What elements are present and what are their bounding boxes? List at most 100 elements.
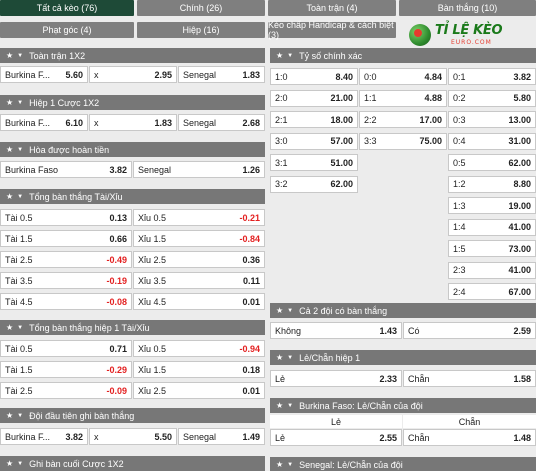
odds-cell[interactable]: Burkina F... 6.10	[0, 114, 88, 131]
tab-all[interactable]: Tất cả kèo (76)	[0, 0, 134, 16]
odds-cell[interactable]: Tài 1.5 0.66	[0, 230, 132, 247]
odds-cell[interactable]: 1:5 73.00	[448, 240, 536, 257]
collapse-icon[interactable]: ▼	[287, 461, 294, 468]
odds-cell[interactable]: Lẻ 2.55	[270, 429, 402, 446]
collapse-icon[interactable]: ▼	[17, 99, 24, 106]
collapse-icon[interactable]: ▼	[17, 52, 24, 59]
odds-cell[interactable]: 2:3 41.00	[448, 261, 536, 279]
section-header-both-score[interactable]: ★ ▼ Cả 2 đội có bàn thắng	[270, 303, 536, 318]
section-header-draw-no-bet[interactable]: ★ ▼ Hòa được hoàn tiền	[0, 142, 265, 157]
section-header-total-goals-h1[interactable]: ★ ▼ Tổng bàn thắng hiệp 1 Tài/Xỉu	[0, 320, 265, 335]
odds-cell[interactable]: Có 2.59	[403, 322, 536, 339]
odds-cell[interactable]: 3:1 51.00	[270, 154, 358, 171]
odds-cell[interactable]: Tài 3.5 -0.19	[0, 272, 132, 289]
odds-cell[interactable]: Xỉu 3.5 0.11	[133, 272, 265, 289]
section-header-bf-odd-even[interactable]: ★ ▼ Burkina Faso: Lẻ/Chẵn của đội	[270, 398, 536, 413]
odds-cell[interactable]: Tài 2.5 -0.49	[0, 251, 132, 268]
collapse-icon[interactable]: ▼	[17, 460, 24, 467]
tab-half[interactable]: Hiệp (16)	[137, 22, 265, 38]
odds-cell[interactable]: Xỉu 0.5 -0.21	[133, 209, 265, 226]
odds-cell[interactable]: Xỉu 2.5 0.01	[133, 382, 265, 399]
odds-cell[interactable]: 0:0 4.84	[359, 68, 447, 85]
section-header-fulltime-1x2[interactable]: ★ ▼ Toàn trận 1X2	[0, 48, 265, 63]
odds-cell[interactable]: 2:0 21.00	[270, 89, 358, 107]
odds-cell[interactable]: 2:1 18.00	[270, 111, 358, 128]
section-header-last-goal[interactable]: ★ ▼ Ghi bàn cuối Cược 1X2	[0, 456, 265, 471]
odds-value: 31.00	[508, 136, 531, 146]
tab-handicap[interactable]: Kèo chấp Handicap & cách biệt (3)	[268, 20, 396, 40]
star-icon[interactable]: ★	[276, 401, 284, 410]
odds-cell[interactable]: Burkina Faso 3.82	[0, 161, 132, 178]
odds-cell[interactable]: 0:1 3.82	[448, 68, 536, 85]
odds-cell[interactable]: 3:2 62.00	[270, 175, 358, 193]
odds-cell[interactable]: 1:3 19.00	[448, 197, 536, 214]
odds-cell[interactable]: 1:1 4.88	[359, 89, 447, 107]
tab-main[interactable]: Chính (26)	[137, 0, 265, 16]
site-logo[interactable]: TỈ LỆ KÈO EURO.COM	[403, 22, 533, 48]
odds-cell[interactable]: 0:5 62.00	[448, 154, 536, 171]
star-icon[interactable]: ★	[6, 459, 14, 468]
collapse-icon[interactable]: ▼	[17, 412, 24, 419]
odds-cell[interactable]: 0:3 13.00	[448, 111, 536, 128]
star-icon[interactable]: ★	[6, 192, 14, 201]
section-header-correct-score[interactable]: ★ ▼ Tỷ số chính xác	[270, 48, 536, 63]
odds-cell[interactable]: Tài 0.5 0.71	[0, 340, 132, 357]
odds-cell[interactable]: Chẵn 1.48	[403, 429, 536, 446]
odds-cell[interactable]: Xỉu 1.5 -0.84	[133, 230, 265, 247]
odds-cell[interactable]: Tài 0.5 0.13	[0, 209, 132, 226]
odds-cell[interactable]: Senegal 1.26	[133, 161, 265, 178]
odds-cell[interactable]: 2:4 67.00	[448, 283, 536, 300]
odds-cell[interactable]: 1:4 41.00	[448, 218, 536, 236]
star-icon[interactable]: ★	[6, 411, 14, 420]
odds-cell[interactable]: Burkina F... 5.60	[0, 66, 88, 83]
tab-corners[interactable]: Phạt góc (4)	[0, 22, 134, 38]
odds-cell[interactable]: Tài 4.5 -0.08	[0, 293, 132, 310]
odds-cell[interactable]: Senegal 1.83	[178, 66, 265, 83]
tab-fulltime[interactable]: Toàn trận (4)	[268, 0, 396, 16]
collapse-icon[interactable]: ▼	[287, 52, 294, 59]
section-header-total-goals[interactable]: ★ ▼ Tổng bàn thắng Tài/Xỉu	[0, 189, 265, 204]
star-icon[interactable]: ★	[6, 98, 14, 107]
odds-cell[interactable]: Chẵn 1.58	[403, 370, 536, 387]
odds-cell[interactable]: Lẻ 2.33	[270, 370, 402, 387]
odds-cell[interactable]: Senegal 1.49	[178, 428, 265, 445]
star-icon[interactable]: ★	[6, 323, 14, 332]
odds-cell[interactable]: 3:0 57.00	[270, 132, 358, 150]
star-icon[interactable]: ★	[276, 306, 284, 315]
collapse-icon[interactable]: ▼	[17, 324, 24, 331]
odds-cell[interactable]: 2:2 17.00	[359, 111, 447, 128]
section-header-odd-even-h1[interactable]: ★ ▼ Lẻ/Chẵn hiệp 1	[270, 350, 536, 365]
star-icon[interactable]: ★	[276, 460, 284, 469]
odds-cell[interactable]: Không 1.43	[270, 322, 402, 339]
odds-cell[interactable]: 0:4 31.00	[448, 132, 536, 150]
odds-cell[interactable]: 1:0 8.40	[270, 68, 358, 85]
odds-cell[interactable]: x 1.83	[89, 114, 177, 131]
section-header-half1-1x2[interactable]: ★ ▼ Hiệp 1 Cược 1X2	[0, 95, 265, 110]
odds-cell[interactable]: Xỉu 0.5 -0.94	[133, 340, 265, 357]
section-title: Cả 2 đội có bàn thắng	[299, 305, 388, 316]
collapse-icon[interactable]: ▼	[287, 307, 294, 314]
star-icon[interactable]: ★	[6, 145, 14, 154]
odds-cell[interactable]: Senegal 2.68	[178, 114, 265, 131]
odds-cell[interactable]: Tài 1.5 -0.29	[0, 361, 132, 378]
odds-cell[interactable]: x 5.50	[89, 428, 177, 445]
odds-cell[interactable]: Xỉu 2.5 0.36	[133, 251, 265, 268]
section-header-first-goal[interactable]: ★ ▼ Đội đầu tiên ghi bàn thắng	[0, 408, 265, 423]
odds-cell[interactable]: 1:2 8.80	[448, 175, 536, 193]
collapse-icon[interactable]: ▼	[287, 402, 294, 409]
star-icon[interactable]: ★	[276, 353, 284, 362]
star-icon[interactable]: ★	[6, 51, 14, 60]
section-header-sen-odd-even[interactable]: ★ ▼ Senegal: Lẻ/Chẵn của đội	[270, 457, 536, 471]
star-icon[interactable]: ★	[276, 51, 284, 60]
odds-cell[interactable]: 3:3 75.00	[359, 132, 447, 150]
collapse-icon[interactable]: ▼	[287, 354, 294, 361]
odds-cell[interactable]: Xỉu 1.5 0.18	[133, 361, 265, 378]
collapse-icon[interactable]: ▼	[17, 193, 24, 200]
odds-cell[interactable]: x 2.95	[89, 66, 177, 83]
odds-cell[interactable]: Xỉu 4.5 0.01	[133, 293, 265, 310]
odds-cell[interactable]: 0:2 5.80	[448, 89, 536, 107]
odds-cell[interactable]: Tài 2.5 -0.09	[0, 382, 132, 399]
collapse-icon[interactable]: ▼	[17, 146, 24, 153]
tab-goals[interactable]: Bàn thắng (10)	[399, 0, 536, 16]
odds-cell[interactable]: Burkina F... 3.82	[0, 428, 88, 445]
